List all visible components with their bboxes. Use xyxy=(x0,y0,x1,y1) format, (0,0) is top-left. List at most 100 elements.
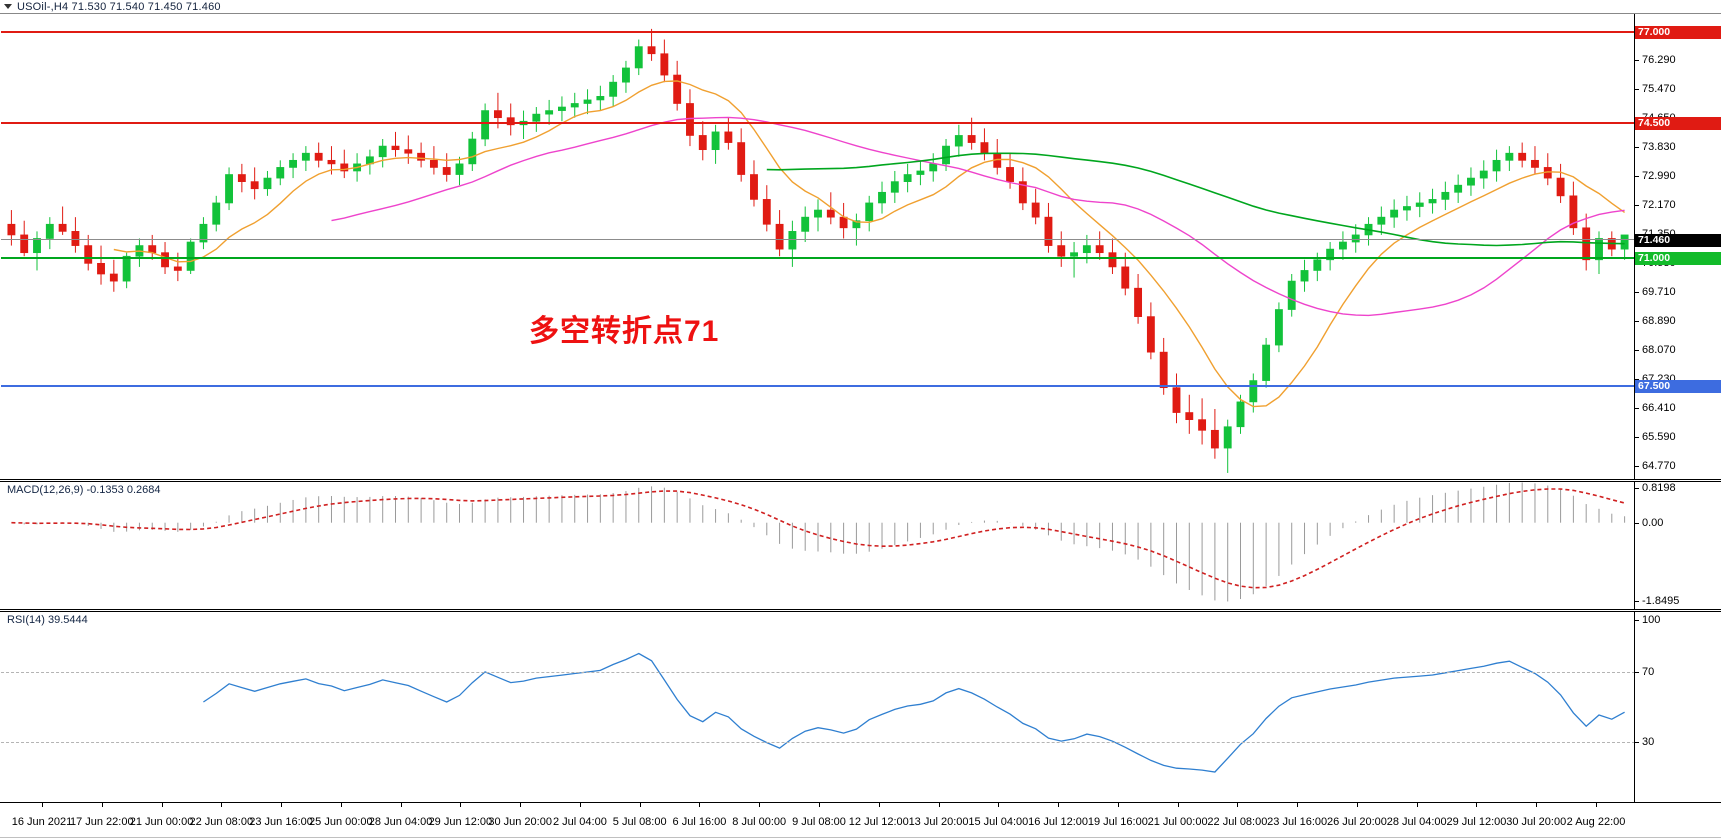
level-line-67-5 xyxy=(1,385,1634,387)
price-plot-area[interactable]: 多空转折点71 xyxy=(1,14,1635,479)
price-tag-71: 71.000 xyxy=(1635,252,1721,265)
price-tick-68-890: 68.890 xyxy=(1635,316,1676,327)
time-label-10: 5 Jul 08:00 xyxy=(612,816,667,828)
time-tickmark xyxy=(340,803,342,807)
time-tickmark xyxy=(281,803,283,807)
price-tick-65-590: 65.590 xyxy=(1635,432,1676,443)
time-tickmark xyxy=(639,803,641,807)
price-tick-69-710: 69.710 xyxy=(1635,287,1676,298)
time-label-17: 16 Jul 12:00 xyxy=(1028,816,1089,828)
time-label-2: 21 Jun 00:00 xyxy=(129,816,194,828)
time-tickmark xyxy=(1416,803,1418,807)
rsi-panel[interactable]: RSI(14) 39.5444 100 70 30 xyxy=(0,611,1721,803)
price-tick-68-070: 68.070 xyxy=(1635,345,1676,356)
time-label-0: 16 Jun 2021 xyxy=(11,816,73,828)
time-label-26: 2 Aug 22:00 xyxy=(1566,816,1626,828)
price-candles-svg xyxy=(7,28,1629,473)
time-tickmark xyxy=(1536,803,1538,807)
price-tick-76-290: 76.290 xyxy=(1635,55,1676,66)
time-label-21: 23 Jul 16:00 xyxy=(1267,816,1328,828)
chart-annotation-text: 多空转折点71 xyxy=(529,315,720,348)
time-tickmark xyxy=(42,803,43,807)
rsi-level-30 xyxy=(1,741,1634,743)
time-tickmark xyxy=(579,803,581,807)
time-x-axis[interactable]: 16 Jun 2021 17 Jun 22:00 21 Jun 00:00 22 Ju… xyxy=(0,803,1721,838)
time-label-18: 19 Jul 16:00 xyxy=(1087,816,1148,828)
time-label-9: 2 Jul 04:00 xyxy=(553,816,607,828)
macd-plot-area[interactable]: MACD(12,26,9) -0.1353 0.2684 xyxy=(1,482,1635,609)
price-tag-74-5: 74.500 xyxy=(1635,117,1721,130)
time-label-7: 29 Jun 12:00 xyxy=(428,816,493,828)
time-label-3: 22 Jun 08:00 xyxy=(189,816,254,828)
time-tickmark xyxy=(101,803,103,807)
price-panel[interactable]: 多空转折点71 77.44076.29075.47074.65073.83072… xyxy=(0,14,1721,480)
time-label-22: 26 Jul 20:00 xyxy=(1326,816,1387,828)
macd-tick-1: 0.00 xyxy=(1635,517,1663,529)
macd-histogram-svg xyxy=(11,482,1626,602)
time-tickmark xyxy=(460,803,462,807)
time-label-12: 8 Jul 00:00 xyxy=(732,816,787,828)
level-line-74-5 xyxy=(1,122,1634,124)
time-label-24: 29 Jul 12:00 xyxy=(1446,816,1507,828)
rsi-label: RSI(14) 39.5444 xyxy=(7,614,88,626)
time-tickmark xyxy=(878,803,880,807)
time-tickmark xyxy=(520,803,522,807)
time-tickmark xyxy=(1596,803,1597,807)
macd-tick-2: -1.8495 xyxy=(1635,596,1679,607)
time-tickmark xyxy=(998,803,1000,807)
price-tick-72-170: 72.170 xyxy=(1635,200,1676,211)
macd-y-axis[interactable]: 0.8198 0.00 -1.8495 xyxy=(1635,482,1721,609)
price-tick-64-770: 64.770 xyxy=(1635,461,1676,472)
time-tickmark xyxy=(1476,803,1478,807)
time-label-11: 6 Jul 16:00 xyxy=(672,816,727,828)
time-label-1: 17 Jun 22:00 xyxy=(69,816,134,828)
time-tickmark xyxy=(1058,803,1060,807)
time-tickmark xyxy=(1177,803,1179,807)
symbol-ohlc-label: USOil-,H4 71.530 71.540 71.450 71.460 xyxy=(17,0,221,13)
caret-down-icon[interactable] xyxy=(4,4,12,9)
time-tickmark xyxy=(1237,803,1239,807)
time-tickmark xyxy=(400,803,402,807)
level-line-current xyxy=(1,239,1634,240)
level-line-77 xyxy=(1,31,1634,33)
price-tick-73-830: 73.830 xyxy=(1635,142,1676,153)
time-tickmark xyxy=(1117,803,1119,807)
price-tick-72-990: 72.990 xyxy=(1635,171,1676,182)
price-tag-77: 77.000 xyxy=(1635,26,1721,39)
price-tick-67-230: 67.230 xyxy=(1635,374,1676,385)
time-label-20: 22 Jul 08:00 xyxy=(1207,816,1268,828)
time-label-13: 9 Jul 08:00 xyxy=(792,816,846,828)
price-tick-66-410: 66.410 xyxy=(1635,403,1676,414)
time-tickmark xyxy=(161,803,163,807)
rsi-y-axis[interactable]: 100 70 30 xyxy=(1635,612,1721,802)
time-label-23: 28 Jul 04:00 xyxy=(1386,816,1447,828)
rsi-tick-30: 30 xyxy=(1635,736,1654,748)
rsi-tick-70: 70 xyxy=(1635,667,1654,678)
time-tickmark xyxy=(699,803,701,807)
time-label-19: 21 Jul 00:00 xyxy=(1147,816,1208,828)
price-tag-current: 71.460 xyxy=(1635,234,1721,247)
time-label-25: 30 Jul 20:00 xyxy=(1506,816,1567,828)
rsi-level-70 xyxy=(1,672,1634,674)
time-tickmark xyxy=(1297,803,1299,807)
time-label-4: 23 Jun 16:00 xyxy=(249,816,313,828)
time-tickmark xyxy=(759,803,761,807)
time-label-5: 25 Jun 00:00 xyxy=(309,816,373,828)
price-tag-67-5: 67.500 xyxy=(1635,380,1721,393)
time-tickmark xyxy=(938,803,940,807)
time-label-6: 28 Jun 04:00 xyxy=(368,816,433,828)
time-tickmark xyxy=(1356,803,1358,807)
time-tickmark xyxy=(221,803,223,807)
macd-tick-0: 0.8198 xyxy=(1635,483,1676,494)
price-tick-75-470: 75.470 xyxy=(1635,84,1676,95)
time-label-16: 15 Jul 04:00 xyxy=(968,816,1029,828)
time-label-8: 30 Jun 20:00 xyxy=(488,816,552,828)
rsi-tick-100: 100 xyxy=(1635,615,1660,626)
time-tickmark xyxy=(819,803,820,807)
macd-panel[interactable]: MACD(12,26,9) -0.1353 0.2684 0.8198 0.00 -… xyxy=(0,481,1721,610)
rsi-plot-area[interactable]: RSI(14) 39.5444 xyxy=(1,612,1635,802)
rsi-line-svg xyxy=(203,652,1625,773)
time-label-15: 13 Jul 20:00 xyxy=(908,816,969,828)
chart-titlebar[interactable]: USOil-,H4 71.530 71.540 71.450 71.460 xyxy=(0,0,1721,14)
